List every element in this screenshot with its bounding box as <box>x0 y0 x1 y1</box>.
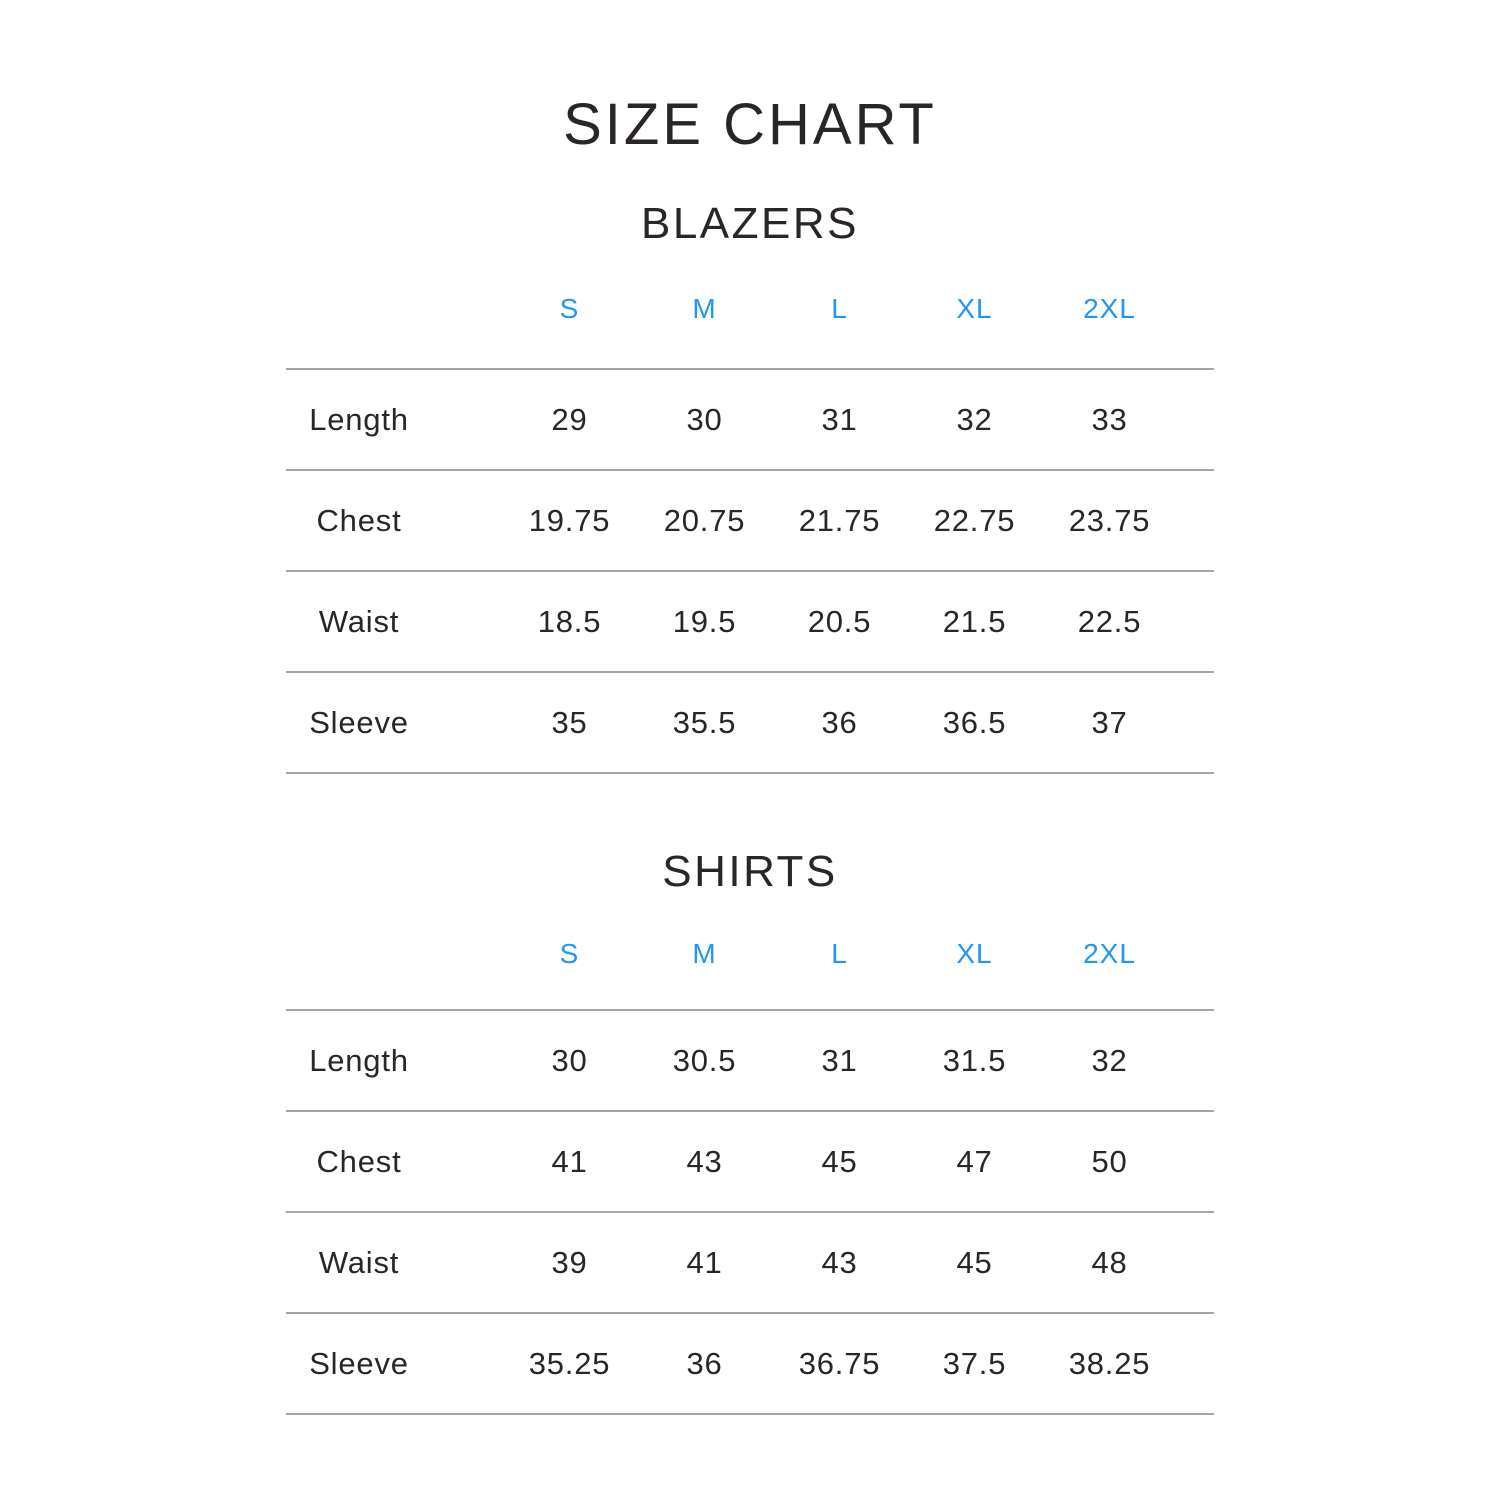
size-value-cell: 37 <box>1091 704 1128 740</box>
table-row-chest: Chest 19.75 20.75 21.75 22.75 23.75 <box>286 471 1214 573</box>
size-value-cell: 22.75 <box>933 502 1016 538</box>
row-label: Length <box>309 1042 409 1078</box>
size-value-cell: 18.5 <box>537 603 602 639</box>
size-value-cell: 48 <box>1091 1244 1128 1280</box>
blazers-size-header-row: S M L XL 2XL <box>286 250 1214 371</box>
size-value-cell: 38.25 <box>1068 1345 1151 1381</box>
size-value-cell: 32 <box>1091 1042 1128 1078</box>
size-value-cell: 41 <box>686 1244 723 1280</box>
size-value-cell: 19.5 <box>672 603 737 639</box>
size-value-cell: 36 <box>821 704 858 740</box>
size-value-cell: 32 <box>956 401 993 437</box>
size-value-cell: 35.5 <box>672 704 737 740</box>
row-label: Sleeve <box>309 1345 409 1381</box>
size-value-cell: 37.5 <box>942 1345 1007 1381</box>
shirts-size-table: S M L XL 2XL Length 30 30.5 31 31.5 32 C… <box>286 899 1214 1416</box>
table-row-length: Length 30 30.5 31 31.5 32 <box>286 1011 1214 1113</box>
size-value-cell: 19.75 <box>528 502 611 538</box>
row-label: Chest <box>316 502 402 538</box>
table-row-chest: Chest 41 43 45 47 50 <box>286 1112 1214 1214</box>
size-value-cell: 20.5 <box>807 603 872 639</box>
size-value-cell: 30.5 <box>672 1042 737 1078</box>
size-value-cell: 30 <box>551 1042 588 1078</box>
size-value-cell: 35.25 <box>528 1345 611 1381</box>
row-label: Length <box>309 401 409 437</box>
size-value-cell: 20.75 <box>663 502 746 538</box>
table-row-sleeve: Sleeve 35.25 36 36.75 37.5 38.25 <box>286 1314 1214 1416</box>
size-value-cell: 43 <box>686 1143 723 1179</box>
size-header-s: S <box>559 938 580 970</box>
row-label: Waist <box>318 603 400 639</box>
size-value-cell: 21.75 <box>798 502 881 538</box>
size-value-cell: 36 <box>686 1345 723 1381</box>
row-label: Chest <box>316 1143 402 1179</box>
size-header-xl: XL <box>956 938 993 970</box>
size-value-cell: 33 <box>1091 401 1128 437</box>
size-value-cell: 41 <box>551 1143 588 1179</box>
size-header-2xl: 2XL <box>1083 293 1136 325</box>
size-value-cell: 45 <box>821 1143 858 1179</box>
size-value-cell: 50 <box>1091 1143 1128 1179</box>
size-header-l: L <box>831 293 848 325</box>
blazers-section-title: BLAZERS <box>640 198 859 248</box>
size-value-cell: 31 <box>821 1042 858 1078</box>
size-header-s: S <box>559 293 580 325</box>
size-value-cell: 39 <box>551 1244 588 1280</box>
row-label: Waist <box>318 1244 400 1280</box>
shirts-section-title: SHIRTS <box>662 847 838 897</box>
size-header-xl: XL <box>956 293 993 325</box>
size-value-cell: 45 <box>956 1244 993 1280</box>
table-row-length: Length 29 30 31 32 33 <box>286 370 1214 472</box>
size-value-cell: 43 <box>821 1244 858 1280</box>
size-value-cell: 35 <box>551 704 588 740</box>
size-header-m: M <box>692 938 717 970</box>
row-label: Sleeve <box>309 704 409 740</box>
table-row-waist: Waist 39 41 43 45 48 <box>286 1213 1214 1315</box>
page-title: SIZE CHART <box>563 92 937 157</box>
size-value-cell: 30 <box>686 401 723 437</box>
size-value-cell: 31.5 <box>942 1042 1007 1078</box>
size-value-cell: 31 <box>821 401 858 437</box>
size-header-l: L <box>831 938 848 970</box>
size-value-cell: 47 <box>956 1143 993 1179</box>
size-value-cell: 22.5 <box>1077 603 1142 639</box>
blazers-size-table: S M L XL 2XL Length 29 30 31 32 33 Chest… <box>286 250 1214 775</box>
size-header-m: M <box>692 293 717 325</box>
blazers-section: BLAZERS S M L XL 2XL Length 29 30 31 32 … <box>0 198 1500 775</box>
size-value-cell: 23.75 <box>1068 502 1151 538</box>
table-row-sleeve: Sleeve 35 35.5 36 36.5 37 <box>286 673 1214 775</box>
shirts-size-header-row: S M L XL 2XL <box>286 899 1214 1012</box>
shirts-section: SHIRTS S M L XL 2XL Length 30 30.5 31 31… <box>0 846 1500 1416</box>
size-value-cell: 36.75 <box>798 1345 881 1381</box>
size-value-cell: 29 <box>551 401 588 437</box>
table-row-waist: Waist 18.5 19.5 20.5 21.5 22.5 <box>286 572 1214 674</box>
size-header-2xl: 2XL <box>1083 938 1136 970</box>
size-value-cell: 36.5 <box>942 704 1007 740</box>
size-value-cell: 21.5 <box>942 603 1007 639</box>
